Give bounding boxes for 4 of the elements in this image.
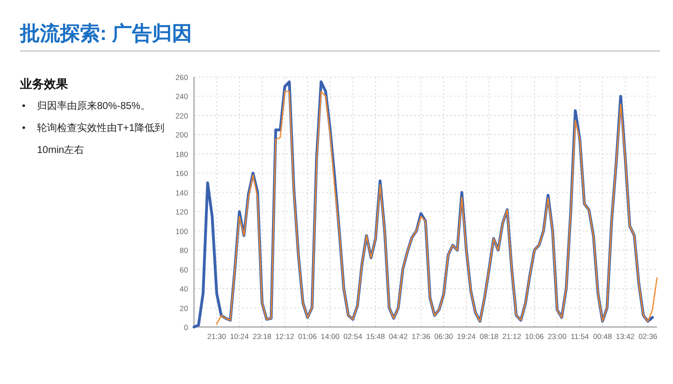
text: 业务效果 — [19, 77, 69, 91]
chart-title: 批流探索: 广告归因 — [19, 22, 192, 45]
annotation: •轮询检查实效性由T+1降低到10min左右 — [22, 123, 165, 156]
annotation: •归因率由原来80%-85%。 — [22, 101, 150, 112]
